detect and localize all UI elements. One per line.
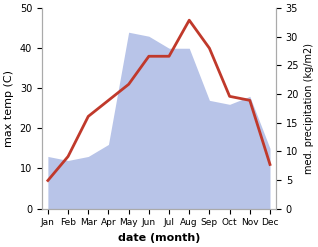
X-axis label: date (month): date (month) (118, 233, 200, 243)
Y-axis label: med. precipitation (kg/m2): med. precipitation (kg/m2) (304, 43, 314, 174)
Y-axis label: max temp (C): max temp (C) (4, 70, 14, 147)
